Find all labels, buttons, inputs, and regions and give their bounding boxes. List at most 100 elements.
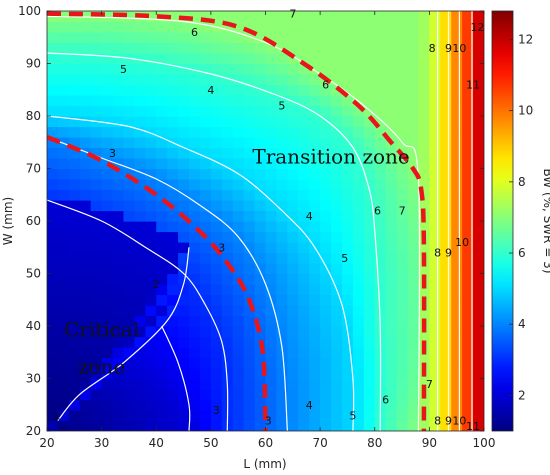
heatmap-cell: [167, 21, 179, 33]
heatmap-cell: [287, 336, 299, 348]
heatmap-cell: [276, 221, 288, 233]
x-tick-label: 60: [258, 436, 273, 450]
heatmap-cell: [167, 179, 179, 191]
contour-label: 6: [382, 394, 389, 407]
heatmap-cell: [320, 368, 332, 380]
heatmap-cell: [243, 263, 256, 275]
heatmap-cell: [451, 420, 463, 431]
heatmap-cell: [265, 116, 278, 128]
heatmap-cell: [243, 137, 256, 149]
heatmap-cell: [352, 11, 365, 23]
heatmap-cell: [352, 305, 365, 317]
heatmap-cell: [189, 294, 201, 306]
heatmap-cell: [112, 74, 125, 86]
heatmap-cell: [243, 84, 256, 96]
heatmap-cell: [156, 95, 168, 107]
heatmap-cell: [287, 147, 299, 159]
heatmap-cell: [451, 221, 463, 233]
heatmap-cell: [396, 368, 409, 380]
heatmap-cell: [90, 368, 103, 380]
heatmap-cell: [156, 399, 168, 411]
heatmap-cell: [145, 242, 157, 254]
heatmap-cell: [79, 126, 92, 138]
heatmap-cell: [47, 410, 59, 422]
heatmap-cell: [47, 242, 59, 254]
heatmap-cell: [178, 137, 190, 149]
heatmap-cell: [363, 263, 376, 275]
heatmap-cell: [374, 273, 387, 285]
heatmap-cell: [341, 336, 354, 348]
heatmap-cell: [134, 74, 146, 86]
heatmap-cell: [331, 273, 343, 285]
heatmap-cell: [79, 231, 92, 243]
heatmap-cell: [199, 21, 212, 33]
heatmap-cell: [440, 137, 452, 149]
heatmap-cell: [232, 399, 245, 411]
heatmap-cell: [374, 179, 387, 191]
heatmap-cell: [298, 105, 310, 117]
heatmap-cell: [199, 273, 212, 285]
heatmap-cell: [440, 126, 452, 138]
heatmap-cell: [199, 242, 212, 254]
heatmap-cell: [331, 147, 343, 159]
heatmap-cell: [167, 32, 179, 44]
heatmap-cell: [462, 273, 474, 285]
heatmap-cell: [462, 189, 474, 201]
heatmap-cell: [167, 273, 179, 285]
heatmap-cell: [440, 21, 452, 33]
heatmap-cell: [101, 389, 114, 401]
heatmap-cell: [112, 147, 125, 159]
heatmap-cell: [407, 231, 420, 243]
heatmap-cell: [232, 200, 245, 212]
heatmap-cell: [331, 263, 343, 275]
heatmap-cell: [341, 126, 354, 138]
heatmap-cell: [341, 252, 354, 264]
heatmap-cell: [407, 84, 420, 96]
heatmap-cell: [385, 284, 398, 296]
heatmap-cell: [47, 74, 59, 86]
heatmap-cell: [199, 315, 212, 327]
heatmap-cell: [68, 105, 81, 117]
heatmap-cell: [134, 294, 146, 306]
heatmap-cell: [363, 294, 376, 306]
heatmap-cell: [79, 179, 92, 191]
heatmap-cell: [167, 378, 179, 390]
heatmap-cell: [341, 189, 354, 201]
heatmap-cell: [309, 84, 321, 96]
heatmap-cell: [363, 378, 376, 390]
heatmap-cell: [352, 84, 365, 96]
heatmap-cell: [429, 84, 441, 96]
heatmap-cell: [418, 200, 430, 212]
heatmap-cell: [396, 74, 409, 86]
heatmap-cell: [189, 147, 201, 159]
heatmap-cell: [363, 242, 376, 254]
heatmap-cell: [451, 294, 463, 306]
heatmap-cell: [57, 347, 70, 359]
heatmap-cell: [123, 105, 135, 117]
heatmap-cell: [112, 42, 125, 54]
heatmap-cell: [189, 210, 201, 222]
heatmap-cell: [320, 11, 332, 23]
heatmap-cell: [210, 305, 223, 317]
heatmap-cell: [418, 284, 430, 296]
heatmap-cell: [363, 158, 376, 170]
heatmap-cell: [232, 336, 245, 348]
heatmap-cell: [298, 284, 310, 296]
heatmap-cell: [265, 326, 278, 338]
heatmap-cell: [287, 410, 299, 422]
heatmap-cell: [473, 21, 484, 33]
heatmap-cell: [189, 95, 201, 107]
heatmap-cell: [134, 242, 146, 254]
heatmap-cell: [440, 74, 452, 86]
heatmap-cell: [123, 126, 135, 138]
heatmap-cell: [407, 221, 420, 233]
heatmap-cell: [221, 137, 234, 149]
heatmap-cell: [101, 21, 114, 33]
heatmap-cell: [90, 284, 103, 296]
heatmap-cell: [221, 126, 234, 138]
heatmap-cell: [156, 315, 168, 327]
heatmap-cell: [374, 42, 387, 54]
heatmap-cell: [287, 168, 299, 180]
y-tick-label: 70: [26, 162, 41, 176]
heatmap-cell: [145, 252, 157, 264]
